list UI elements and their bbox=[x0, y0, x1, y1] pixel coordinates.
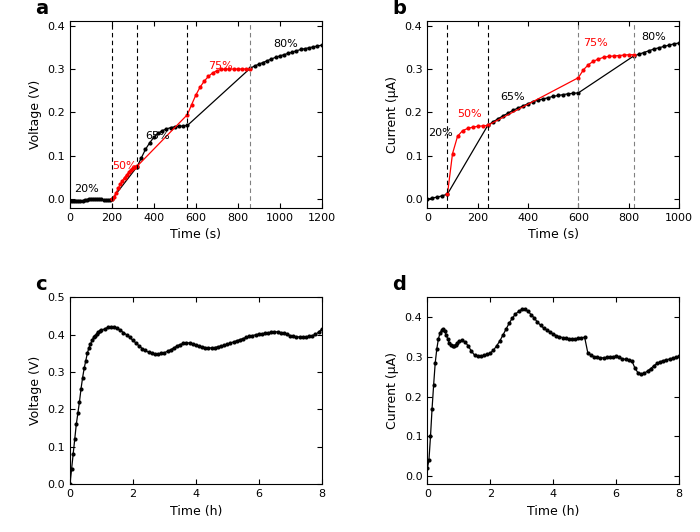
Text: 75%: 75% bbox=[209, 61, 233, 71]
Text: 50%: 50% bbox=[458, 109, 482, 119]
Text: 20%: 20% bbox=[74, 184, 99, 194]
Text: 20%: 20% bbox=[428, 128, 454, 138]
Text: b: b bbox=[392, 0, 406, 18]
Text: 80%: 80% bbox=[641, 32, 666, 42]
Text: c: c bbox=[35, 275, 46, 294]
Y-axis label: Voltage (V): Voltage (V) bbox=[29, 356, 42, 426]
X-axis label: Time (h): Time (h) bbox=[169, 504, 222, 518]
Text: 65%: 65% bbox=[500, 92, 525, 102]
Y-axis label: Current (μA): Current (μA) bbox=[386, 76, 399, 153]
Text: 50%: 50% bbox=[112, 161, 136, 171]
Y-axis label: Voltage (V): Voltage (V) bbox=[29, 80, 42, 149]
Text: 80%: 80% bbox=[274, 39, 298, 49]
X-axis label: Time (s): Time (s) bbox=[528, 228, 579, 242]
Text: 75%: 75% bbox=[583, 38, 608, 48]
Text: a: a bbox=[35, 0, 48, 18]
Text: d: d bbox=[392, 275, 406, 294]
X-axis label: Time (s): Time (s) bbox=[170, 228, 221, 242]
Text: 65%: 65% bbox=[145, 131, 169, 140]
Y-axis label: Current (μA): Current (μA) bbox=[386, 352, 399, 429]
X-axis label: Time (h): Time (h) bbox=[527, 504, 580, 518]
